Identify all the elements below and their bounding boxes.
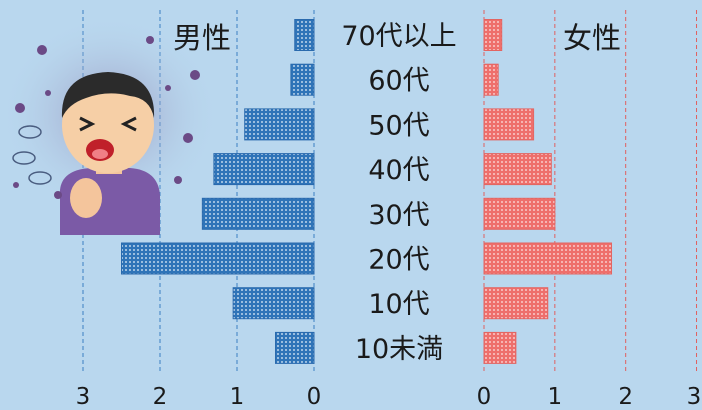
bar-male — [290, 63, 315, 96]
bar-male — [121, 242, 315, 275]
category-label: 50代 — [368, 110, 429, 141]
category-label: 30代 — [368, 200, 429, 231]
category-label: 40代 — [368, 155, 429, 186]
category-label: 20代 — [368, 245, 429, 276]
bar-female — [483, 19, 503, 51]
female-tick-label: 1 — [548, 384, 563, 410]
bar-female — [483, 63, 499, 96]
female-tick-label: 3 — [687, 384, 702, 410]
bar-female — [483, 242, 613, 275]
female-tick-label: 2 — [618, 384, 633, 410]
bar-male — [201, 197, 315, 230]
category-label: 10代 — [368, 289, 429, 320]
male-tick-label: 3 — [76, 384, 91, 410]
bar-female — [483, 108, 535, 141]
female-tick-label: 0 — [477, 384, 492, 410]
bar-female — [483, 331, 517, 364]
male-tick-label: 1 — [230, 384, 245, 410]
category-label: 10未満 — [355, 334, 443, 365]
male-tick-label: 0 — [307, 384, 322, 410]
female-series-label: 女性 — [563, 21, 621, 55]
category-label: 60代 — [368, 66, 429, 97]
bar-female — [483, 153, 552, 186]
male-tick-label: 2 — [153, 384, 168, 410]
category-label: 70代以上 — [341, 21, 456, 52]
bar-male — [213, 153, 315, 186]
coughing-man-icon — [0, 15, 220, 235]
bar-female — [483, 287, 549, 320]
bar-female — [483, 197, 556, 230]
bar-male — [232, 287, 315, 320]
bar-male — [294, 19, 315, 51]
bar-male — [275, 331, 315, 364]
bar-male — [244, 108, 315, 141]
